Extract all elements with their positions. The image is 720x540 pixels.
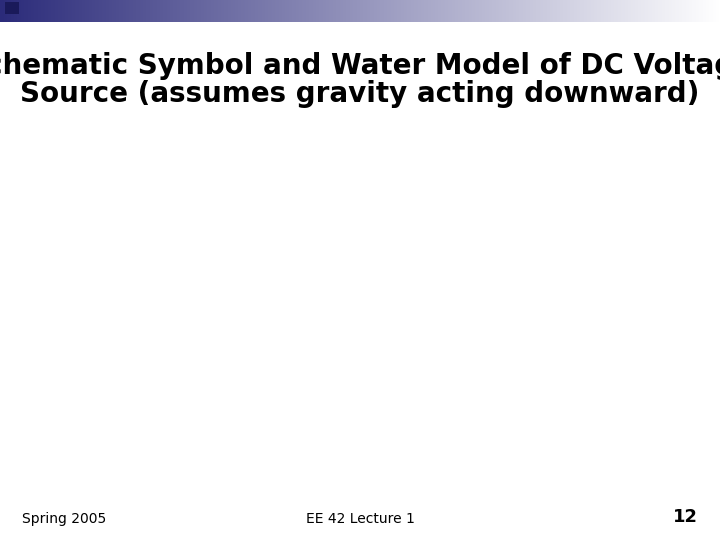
Bar	[5, 2, 19, 14]
Text: 12: 12	[673, 508, 698, 526]
Text: EE 42 Lecture 1: EE 42 Lecture 1	[305, 512, 415, 526]
Text: Source (assumes gravity acting downward): Source (assumes gravity acting downward)	[20, 80, 700, 108]
Text: Spring 2005: Spring 2005	[22, 512, 107, 526]
Text: Schematic Symbol and Water Model of DC Voltage: Schematic Symbol and Water Model of DC V…	[0, 52, 720, 80]
